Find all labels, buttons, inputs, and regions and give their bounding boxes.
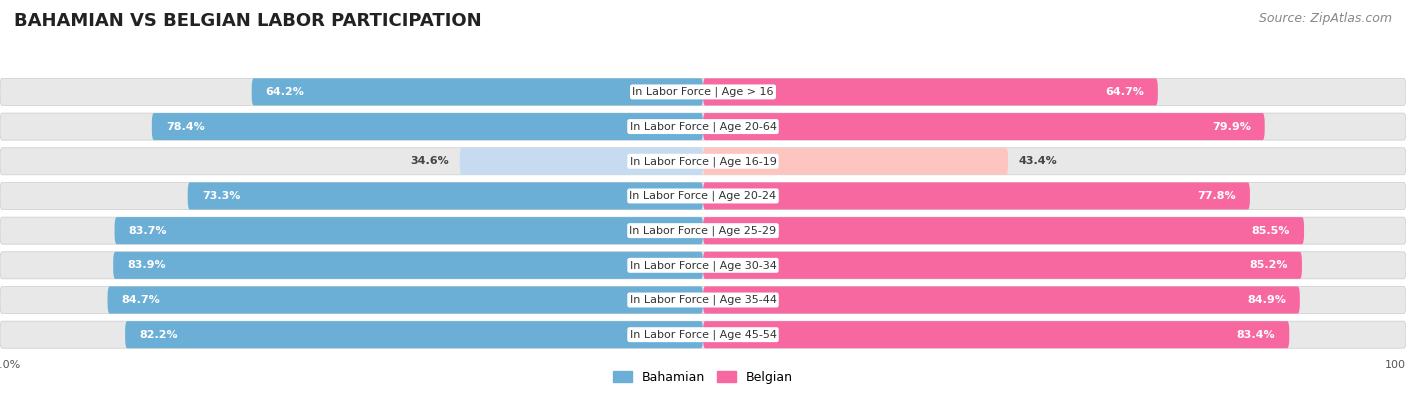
Text: 78.4%: 78.4%	[166, 122, 205, 132]
Text: 83.7%: 83.7%	[129, 226, 167, 236]
FancyBboxPatch shape	[152, 113, 703, 140]
Text: 64.2%: 64.2%	[266, 87, 305, 97]
Text: 82.2%: 82.2%	[139, 330, 177, 340]
Text: BAHAMIAN VS BELGIAN LABOR PARTICIPATION: BAHAMIAN VS BELGIAN LABOR PARTICIPATION	[14, 12, 482, 30]
FancyBboxPatch shape	[703, 286, 1301, 314]
FancyBboxPatch shape	[107, 286, 703, 314]
Text: 43.4%: 43.4%	[1018, 156, 1057, 166]
Text: In Labor Force | Age 35-44: In Labor Force | Age 35-44	[630, 295, 776, 305]
Text: 34.6%: 34.6%	[411, 156, 450, 166]
Text: 83.9%: 83.9%	[127, 260, 166, 270]
FancyBboxPatch shape	[0, 286, 1406, 314]
Text: In Labor Force | Age 25-29: In Labor Force | Age 25-29	[630, 226, 776, 236]
FancyBboxPatch shape	[703, 321, 1289, 348]
Text: 84.9%: 84.9%	[1247, 295, 1286, 305]
FancyBboxPatch shape	[112, 252, 703, 279]
Text: 77.8%: 77.8%	[1198, 191, 1236, 201]
Text: 64.7%: 64.7%	[1105, 87, 1144, 97]
Text: In Labor Force | Age 45-54: In Labor Force | Age 45-54	[630, 329, 776, 340]
FancyBboxPatch shape	[0, 321, 1406, 348]
FancyBboxPatch shape	[0, 217, 1406, 244]
Text: In Labor Force | Age > 16: In Labor Force | Age > 16	[633, 87, 773, 97]
FancyBboxPatch shape	[0, 113, 1406, 140]
Text: 85.5%: 85.5%	[1251, 226, 1291, 236]
FancyBboxPatch shape	[188, 182, 703, 209]
Text: 73.3%: 73.3%	[202, 191, 240, 201]
FancyBboxPatch shape	[125, 321, 703, 348]
FancyBboxPatch shape	[703, 148, 1008, 175]
FancyBboxPatch shape	[460, 148, 703, 175]
Text: Source: ZipAtlas.com: Source: ZipAtlas.com	[1258, 12, 1392, 25]
FancyBboxPatch shape	[703, 182, 1250, 209]
Legend: Bahamian, Belgian: Bahamian, Belgian	[607, 366, 799, 389]
Text: In Labor Force | Age 30-34: In Labor Force | Age 30-34	[630, 260, 776, 271]
FancyBboxPatch shape	[0, 182, 1406, 209]
Text: 85.2%: 85.2%	[1250, 260, 1288, 270]
FancyBboxPatch shape	[0, 252, 1406, 279]
FancyBboxPatch shape	[0, 78, 1406, 105]
Text: 83.4%: 83.4%	[1237, 330, 1275, 340]
FancyBboxPatch shape	[252, 78, 703, 105]
FancyBboxPatch shape	[703, 113, 1265, 140]
FancyBboxPatch shape	[703, 78, 1159, 105]
FancyBboxPatch shape	[703, 217, 1305, 244]
Text: In Labor Force | Age 16-19: In Labor Force | Age 16-19	[630, 156, 776, 167]
FancyBboxPatch shape	[114, 217, 703, 244]
FancyBboxPatch shape	[0, 148, 1406, 175]
Text: 84.7%: 84.7%	[121, 295, 160, 305]
Text: In Labor Force | Age 20-64: In Labor Force | Age 20-64	[630, 121, 776, 132]
FancyBboxPatch shape	[703, 252, 1302, 279]
Text: 79.9%: 79.9%	[1212, 122, 1251, 132]
Text: In Labor Force | Age 20-24: In Labor Force | Age 20-24	[630, 191, 776, 201]
